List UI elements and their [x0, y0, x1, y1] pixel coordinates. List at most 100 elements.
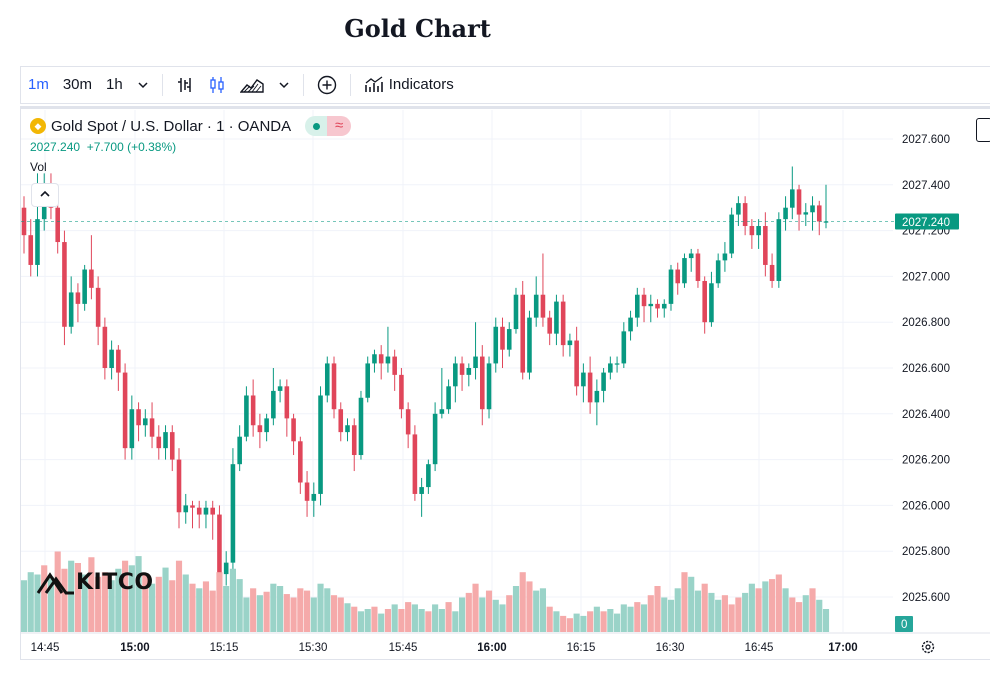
volume-bar [694, 590, 702, 632]
candle-body [257, 425, 263, 433]
volume-bar [74, 563, 81, 632]
volume-bar [580, 615, 587, 632]
candle-body [479, 356, 485, 410]
candle-body [122, 372, 128, 449]
volume-bar [209, 590, 216, 632]
interval-dropdown[interactable] [130, 79, 156, 91]
candle-body [796, 189, 802, 215]
settings-gear-icon[interactable] [921, 640, 935, 654]
candle-body [116, 349, 121, 373]
toolbar-divider [161, 74, 163, 96]
candle-body [702, 280, 707, 323]
volume-bar [27, 572, 34, 632]
interval-1m-button[interactable]: 1m [28, 76, 49, 93]
volume-bar [755, 588, 762, 632]
volume-bar [708, 592, 715, 632]
candle-body [271, 390, 276, 419]
volume-bar [263, 591, 270, 632]
volume-bar [290, 597, 297, 632]
volume-bar [674, 588, 681, 632]
x-tick-label: 16:15 [567, 642, 596, 654]
candle-body [736, 203, 741, 215]
candle-body [62, 242, 67, 327]
volume-bar [88, 557, 95, 632]
candle-body [378, 354, 384, 364]
interval-30m-button[interactable]: 30m [62, 76, 93, 93]
candle-body [338, 409, 344, 433]
bar-chart-type-button[interactable] [169, 76, 201, 94]
candle-body [95, 287, 101, 327]
candle-body [412, 434, 418, 494]
market-status-pill[interactable]: ≈ [305, 116, 352, 136]
volume-bar [667, 599, 675, 632]
volume-bar [364, 609, 371, 632]
candle-body [176, 459, 182, 513]
volume-bar [115, 568, 122, 632]
kitco-logo: KITCO [36, 570, 154, 595]
volume-bar [822, 609, 830, 632]
volume-bar [607, 609, 614, 632]
candle-body [776, 219, 782, 281]
volume-bar [378, 613, 385, 632]
candle-body [89, 269, 94, 288]
volume-bar [297, 588, 304, 632]
volume-bar [526, 581, 533, 632]
candle-body [790, 189, 795, 208]
candle-body [682, 258, 687, 284]
volume-bar [762, 581, 769, 632]
kitco-mark-icon [36, 571, 74, 594]
candle-body [581, 372, 586, 387]
interval-1h-button[interactable]: 1h [106, 76, 123, 93]
candles-chart-type-button[interactable] [201, 76, 233, 94]
candle-body [55, 207, 60, 243]
area-chart-type-button[interactable] [233, 76, 271, 94]
candle-body [217, 514, 222, 575]
volume-bar [135, 556, 142, 632]
volume-bar [688, 576, 695, 632]
compare-button[interactable] [310, 75, 344, 95]
candle-body [554, 301, 559, 334]
candle-body [372, 354, 377, 364]
volume-bar [68, 560, 75, 632]
chart-type-dropdown[interactable] [271, 79, 297, 91]
price-quote: 2027.240 +7.700 (+0.38%) [30, 140, 176, 154]
indicators-button[interactable]: Indicators [357, 67, 461, 103]
volume-bar [499, 604, 506, 632]
kitco-logo-text: KITCO [76, 570, 154, 595]
legend-separator: · [206, 117, 212, 135]
candle-body [75, 292, 81, 304]
volume-bar [802, 595, 809, 632]
collapse-legend-button[interactable] [31, 183, 59, 207]
y-tick-label: 2026.400 [902, 409, 950, 421]
volume-bar [573, 613, 580, 632]
candle-body [318, 395, 323, 494]
volume-bar [701, 583, 708, 632]
candle-body [439, 409, 445, 414]
candle-body [742, 203, 748, 227]
candle-body [298, 441, 303, 483]
candle-body [324, 363, 330, 396]
candle-body [715, 260, 721, 284]
volume-bar [384, 609, 392, 632]
volume-bar [317, 583, 324, 632]
volume-bar [405, 602, 412, 632]
volume-bar [250, 588, 257, 632]
candle-body [331, 363, 337, 410]
volume-bar [472, 583, 479, 632]
candle-body [284, 386, 290, 419]
candle-body [210, 507, 215, 515]
candle-body [419, 487, 424, 494]
candle-body [803, 212, 809, 215]
x-tick-label: 15:45 [389, 642, 418, 654]
candle-body [102, 326, 108, 368]
candle-body [486, 363, 492, 410]
candle-body [823, 221, 829, 223]
candle-body [244, 395, 249, 437]
chart-legend: ◆ Gold Spot / U.S. Dollar · 1 · OANDA ≈ [30, 116, 352, 136]
candle-body [567, 340, 573, 346]
candle-body [763, 226, 768, 265]
candle-body [520, 294, 526, 373]
object-tree-icon[interactable] [976, 118, 990, 142]
volume-bar [809, 588, 816, 632]
